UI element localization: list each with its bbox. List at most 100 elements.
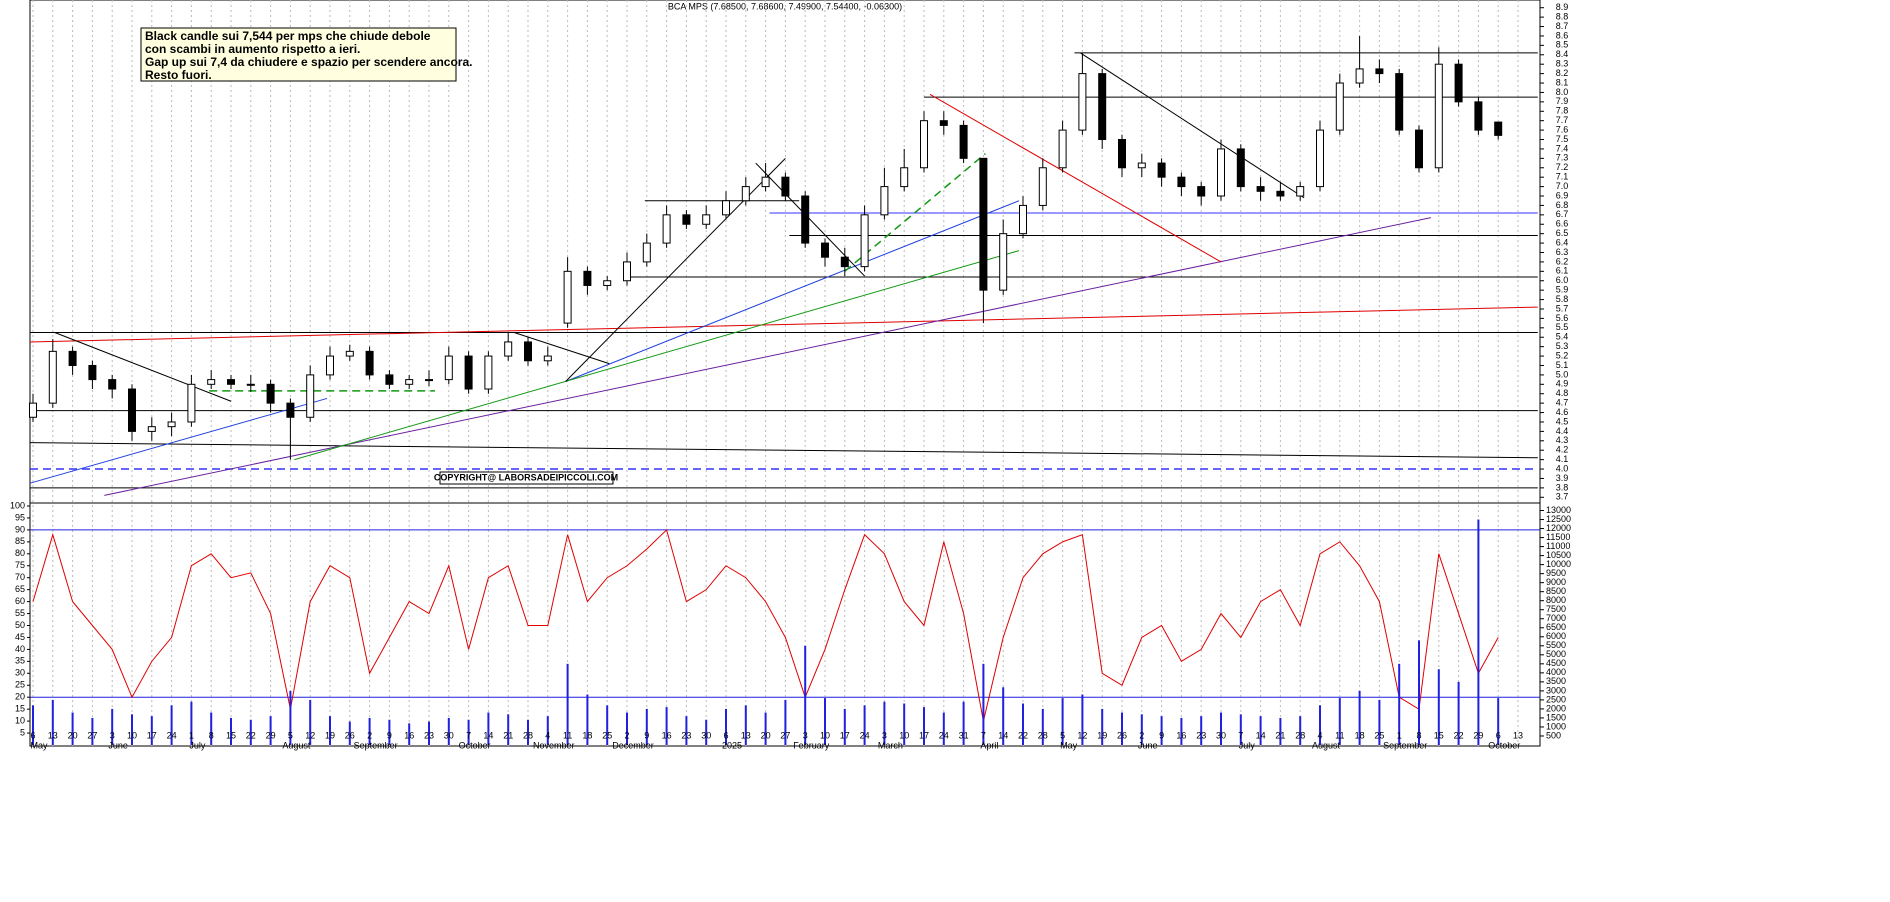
volume-bar xyxy=(309,699,312,745)
x-tick-label: 15 xyxy=(1434,730,1444,740)
x-tick-label: 12 xyxy=(305,730,315,740)
volume-bar xyxy=(764,712,767,745)
y-tick-label: 8.5 xyxy=(1556,40,1569,50)
y2-tick-label: 5000 xyxy=(1546,649,1566,659)
x-tick-label: 23 xyxy=(1196,730,1206,740)
indicator-panel: 5101520253035404550556065707580859095100… xyxy=(10,500,1571,745)
x-tick-label: 1 xyxy=(1397,730,1402,740)
annotation-line: Black candle sui 7,544 per mps che chiud… xyxy=(145,29,431,43)
trend-line xyxy=(29,306,1538,343)
y-tick-label: 7.7 xyxy=(1556,115,1569,125)
candle-body xyxy=(563,270,572,324)
candle-body xyxy=(1098,73,1107,141)
x-tick-label: 17 xyxy=(840,730,850,740)
trend-line xyxy=(54,332,232,402)
x-tick-label: 4 xyxy=(545,730,550,740)
x-tick-label: 14 xyxy=(998,730,1008,740)
x-tick-label: 16 xyxy=(404,730,414,740)
candle-body xyxy=(266,383,275,404)
y-tick-label: 7.5 xyxy=(1556,134,1569,144)
candle-body xyxy=(1454,63,1463,103)
x-month-label: November xyxy=(533,740,575,750)
volume-bar xyxy=(1338,698,1341,745)
x-tick-label: 29 xyxy=(1473,730,1483,740)
volume-bar xyxy=(348,721,351,745)
x-tick-label: 3 xyxy=(882,730,887,740)
y2-tick-label: 9500 xyxy=(1546,568,1566,578)
x-month-label: May xyxy=(30,740,48,750)
candle-body xyxy=(345,350,354,357)
candle-body xyxy=(801,195,810,244)
y-tick-label: 8.4 xyxy=(1556,49,1569,59)
candle-body xyxy=(128,388,136,432)
candle-body xyxy=(702,214,711,225)
y2-tick-label: 7500 xyxy=(1546,604,1566,614)
x-tick-label: 22 xyxy=(1454,730,1464,740)
candle-body xyxy=(1375,68,1384,75)
y-tick-label: 8.6 xyxy=(1556,30,1569,40)
candle-body xyxy=(425,379,433,382)
candle-body xyxy=(920,120,928,169)
y-tick-label: 6.5 xyxy=(1556,228,1569,238)
x-tick-label: 28 xyxy=(1295,730,1305,740)
volume-bar xyxy=(1398,663,1401,745)
volume-bar xyxy=(131,714,133,745)
candle-body xyxy=(29,402,37,418)
y-tick-label: 7.3 xyxy=(1556,153,1569,163)
x-tick-label: 16 xyxy=(662,730,672,740)
candle-body xyxy=(1217,148,1225,197)
annotation-frame xyxy=(140,27,457,82)
candle-body xyxy=(583,270,592,286)
candle-body xyxy=(880,186,889,216)
volume-bar xyxy=(269,716,272,745)
x-tick-label: 30 xyxy=(1216,730,1226,740)
x-month-label: September xyxy=(354,740,398,750)
y-tick-label: 95 xyxy=(15,512,25,522)
volume-bar xyxy=(883,701,886,745)
y2-tick-label: 3000 xyxy=(1546,685,1566,695)
candle-body xyxy=(722,200,730,216)
volume-bar xyxy=(962,701,965,745)
y-tick-label: 7.1 xyxy=(1556,172,1569,182)
y-tick-label: 4.9 xyxy=(1556,379,1569,389)
y-tick-label: 80 xyxy=(15,548,25,558)
volume-bar xyxy=(1457,681,1460,745)
x-month-label: October xyxy=(1488,740,1520,750)
volume-bar xyxy=(705,719,708,745)
y-tick-label: 3.9 xyxy=(1556,473,1569,483)
candle-body xyxy=(48,350,57,404)
y2-tick-label: 12000 xyxy=(1546,523,1571,533)
candle-body xyxy=(543,355,552,362)
candle-body xyxy=(286,402,295,418)
volume-bar xyxy=(1200,716,1203,745)
x-month-label: February xyxy=(793,740,830,750)
y-tick-label: 35 xyxy=(15,656,25,666)
volume-bar xyxy=(1002,687,1005,745)
x-month-label: March xyxy=(878,740,903,750)
y-tick-label: 4.4 xyxy=(1556,426,1569,436)
x-tick-label: 24 xyxy=(167,730,177,740)
x-tick-label: 11 xyxy=(1335,730,1344,740)
x-tick-label: 7 xyxy=(981,730,986,740)
trend-line xyxy=(104,217,1431,496)
y-tick-label: 4.8 xyxy=(1556,388,1569,398)
x-tick-label: 6 xyxy=(1496,730,1501,740)
y2-tick-label: 12500 xyxy=(1546,514,1571,524)
trend-line xyxy=(565,200,1020,382)
y-tick-label: 100 xyxy=(10,500,25,510)
x-tick-label: 12 xyxy=(1077,730,1087,740)
candle-body xyxy=(1474,101,1483,131)
candle-body xyxy=(1256,186,1265,192)
volume-bar xyxy=(32,705,34,745)
y-tick-label: 10 xyxy=(15,715,25,725)
volume-bar xyxy=(447,717,450,745)
y-tick-label: 5 xyxy=(20,727,25,737)
y-tick-label: 5.0 xyxy=(1556,369,1569,379)
candle-body xyxy=(444,355,453,381)
y-tick-label: 4.2 xyxy=(1556,445,1569,455)
x-tick-label: 18 xyxy=(1355,730,1365,740)
volume-bar xyxy=(586,694,589,745)
x-tick-label: 18 xyxy=(582,730,592,740)
y2-tick-label: 2500 xyxy=(1546,694,1566,704)
